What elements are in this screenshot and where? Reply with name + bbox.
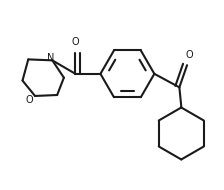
- Text: O: O: [185, 50, 193, 60]
- Text: O: O: [72, 37, 79, 47]
- Text: O: O: [26, 95, 33, 105]
- Text: N: N: [47, 53, 54, 63]
